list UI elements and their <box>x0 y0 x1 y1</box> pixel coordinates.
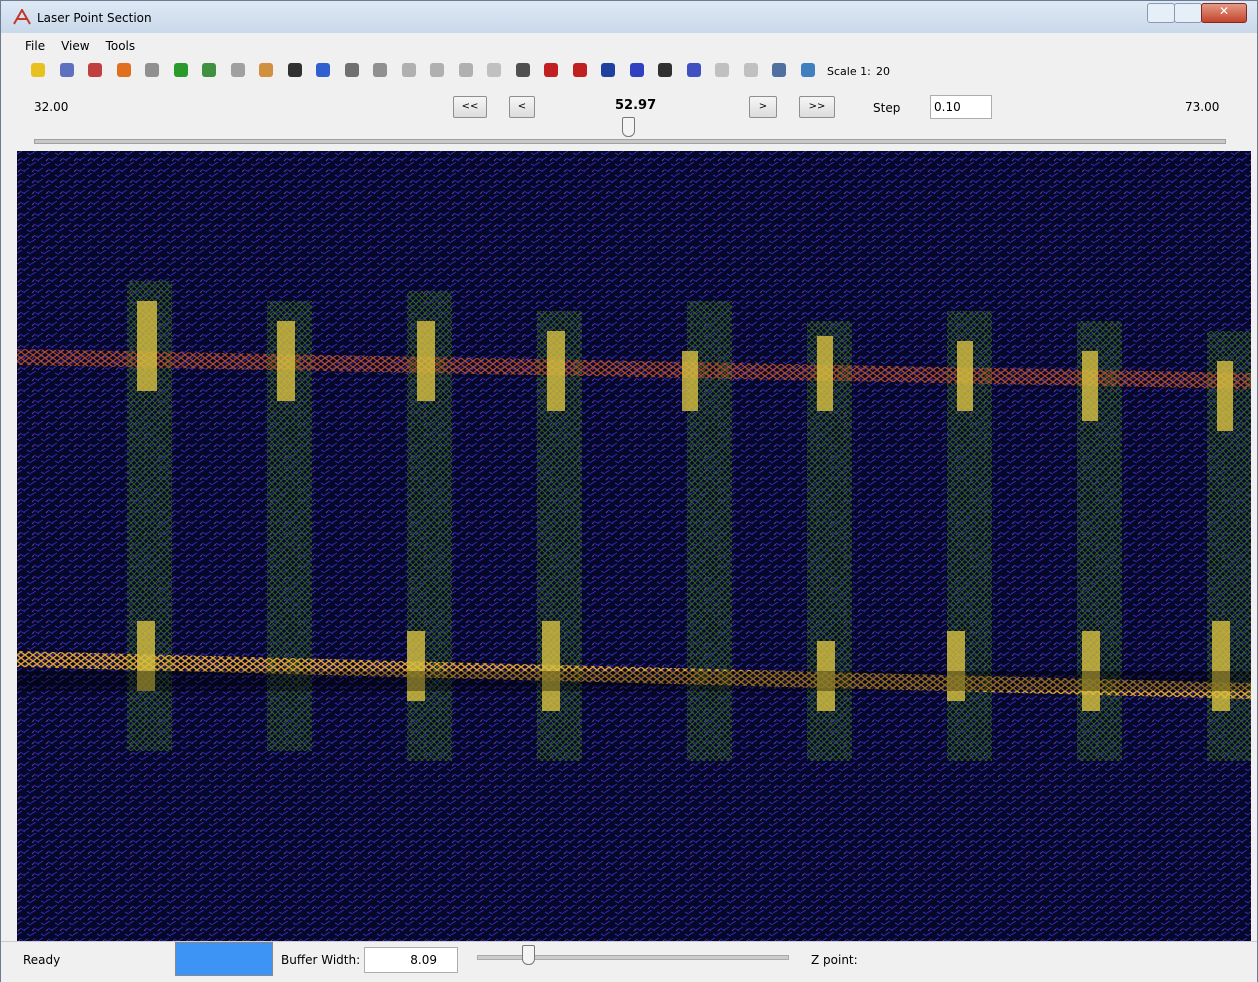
menu-item[interactable]: View <box>61 39 89 53</box>
app-icon <box>13 9 31 25</box>
section-slider-track[interactable] <box>34 139 1226 144</box>
last-button[interactable]: >> <box>799 96 835 118</box>
toolbar-button[interactable] <box>715 63 729 77</box>
menu-bar: File View Tools <box>25 39 151 53</box>
step-value: 0.10 <box>934 100 961 114</box>
minimize-button[interactable] <box>1147 3 1175 23</box>
toolbar-button[interactable] <box>658 63 672 77</box>
toolbar-button[interactable] <box>459 63 473 77</box>
buffer-label: Buffer Width: <box>281 953 360 967</box>
toolbar-button[interactable] <box>487 63 501 77</box>
menu-item[interactable]: Tools <box>106 39 136 53</box>
toolbar-button[interactable] <box>772 63 786 77</box>
window: Laser Point Section ✕ File View Tools Scal… <box>0 0 1258 982</box>
toolbar-button[interactable] <box>544 63 558 77</box>
toolbar-button[interactable] <box>88 63 102 77</box>
buffer-input[interactable]: 8.09 <box>364 947 458 973</box>
step-label: Step <box>873 101 900 115</box>
toolbar-button[interactable] <box>117 63 131 77</box>
toolbar-button[interactable] <box>259 63 273 77</box>
color-swatch[interactable] <box>175 942 273 976</box>
toolbar-button[interactable] <box>174 63 188 77</box>
toolbar-button[interactable] <box>288 63 302 77</box>
first-button[interactable]: << <box>453 96 487 118</box>
toolbar-button[interactable] <box>231 63 245 77</box>
toolbar-button[interactable] <box>601 63 615 77</box>
toolbar-button[interactable] <box>202 63 216 77</box>
buffer-slider-thumb[interactable] <box>522 945 535 965</box>
toolbar-button[interactable] <box>516 63 530 77</box>
toolbar-button[interactable] <box>630 63 644 77</box>
range-min: 32.00 <box>34 100 68 114</box>
toolbar-button[interactable] <box>145 63 159 77</box>
prev-button[interactable]: < <box>509 96 535 118</box>
toolbar-button[interactable] <box>687 63 701 77</box>
toolbar-button[interactable] <box>31 63 45 77</box>
toolbar-button[interactable] <box>345 63 359 77</box>
toolbar-button[interactable] <box>316 63 330 77</box>
toolbar-button[interactable] <box>430 63 444 77</box>
step-input[interactable]: 0.10 <box>930 95 992 119</box>
maximize-button[interactable] <box>1174 3 1202 23</box>
toolbar-button[interactable] <box>801 63 815 77</box>
toolbar-button[interactable] <box>744 63 758 77</box>
title-bar: Laser Point Section ✕ <box>1 1 1257 33</box>
toolbar-button[interactable] <box>573 63 587 77</box>
section-slider-thumb[interactable] <box>622 117 635 137</box>
point-cloud-view <box>17 151 1251 941</box>
close-button[interactable]: ✕ <box>1201 3 1247 23</box>
menu-item[interactable]: File <box>25 39 45 53</box>
current-section: 52.97 <box>615 98 656 113</box>
toolbar-button[interactable] <box>402 63 416 77</box>
z-point-label: Z point: <box>811 953 858 967</box>
range-max: 73.00 <box>1185 100 1219 114</box>
buffer-value: 8.09 <box>410 953 437 967</box>
scale-label: Scale 1: <box>827 65 871 78</box>
scale-value[interactable]: 20 <box>876 65 890 78</box>
toolbar-button[interactable] <box>373 63 387 77</box>
status-text: Ready <box>23 953 60 967</box>
window-title: Laser Point Section <box>37 11 152 25</box>
toolbar-button[interactable] <box>60 63 74 77</box>
next-button[interactable]: > <box>749 96 777 118</box>
